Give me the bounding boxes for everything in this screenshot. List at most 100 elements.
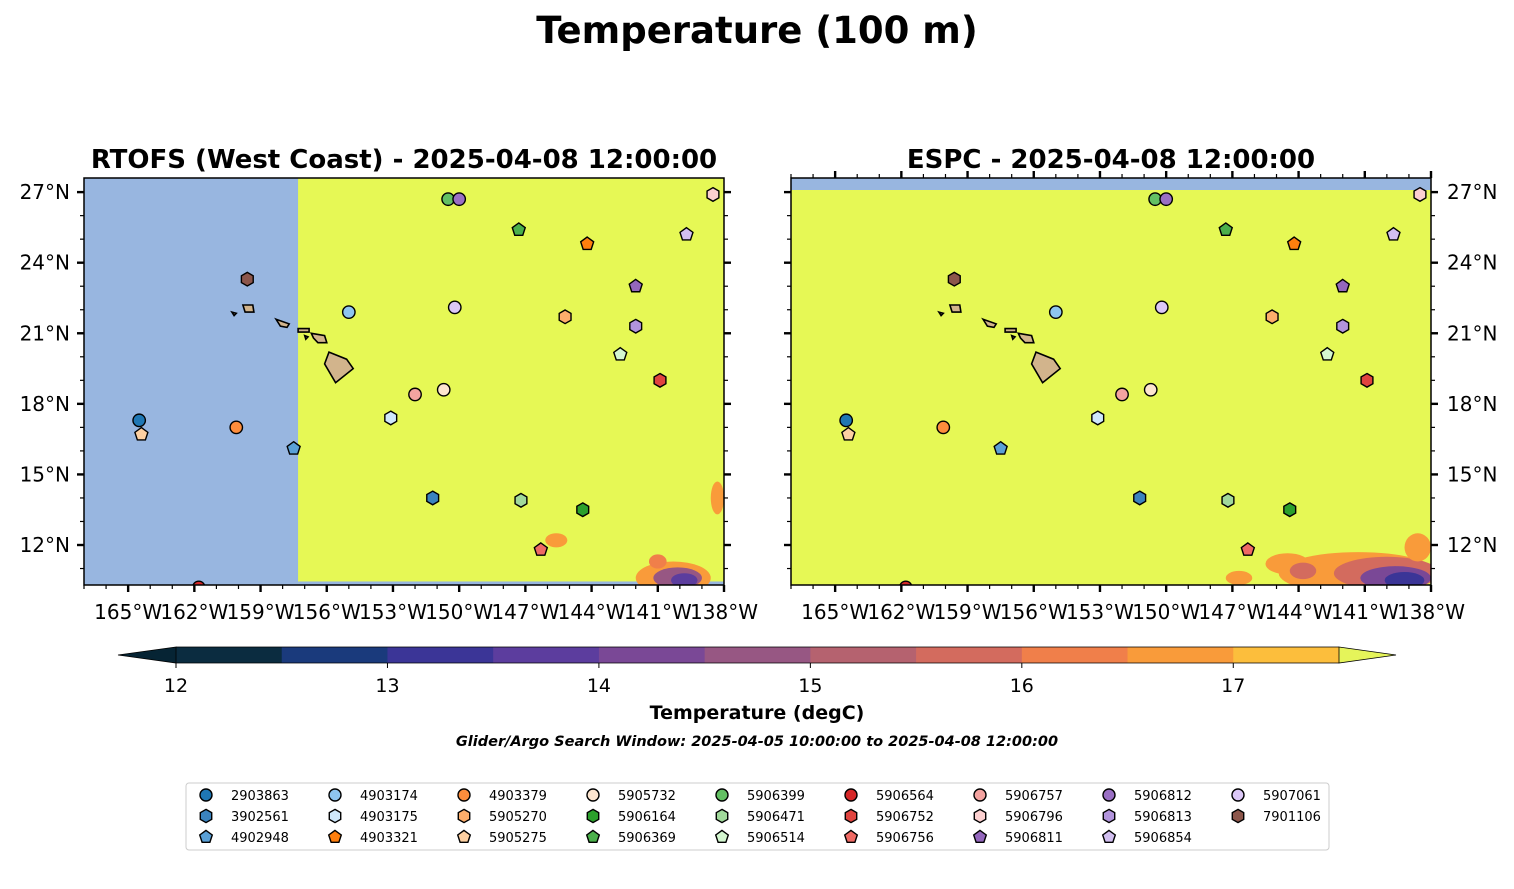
legend-marker-5906796 (973, 808, 987, 824)
legend-marker-5905732 (586, 788, 600, 802)
no-data-strip (298, 581, 724, 585)
panel-title-rtofs: RTOFS (West Coast) - 2025-04-08 12:00:00 (91, 145, 717, 175)
colorbar-tick-label: 16 (1010, 675, 1034, 697)
legend-marker-5906471 (715, 808, 729, 824)
legend-label-3902561: 3902561 (231, 810, 289, 825)
legend-marker-4903321 (327, 829, 343, 844)
float-marker-5906811 (1335, 278, 1351, 293)
float-markers (839, 186, 1427, 585)
y-tick-label: 21°N (20, 321, 70, 345)
legend-label-2903863: 2903863 (231, 789, 289, 804)
legend-label-5906564: 5906564 (876, 789, 934, 804)
cold-patch (1384, 572, 1425, 585)
legend-marker-5906813 (1102, 808, 1116, 824)
legend: 2903863 3902561 4902948 4903174 4903175 49033… (185, 782, 1330, 851)
float-marker-5907061 (1154, 300, 1169, 315)
float-marker-5905275 (841, 426, 856, 441)
float-marker-5906564 (192, 580, 206, 585)
cold-water-patches (1225, 533, 1431, 585)
legend-marker-5906164 (586, 808, 600, 824)
float-marker-5906369 (511, 222, 527, 236)
float-marker-5905732 (1143, 382, 1158, 397)
axes-ticks: 165°W162°W159°W156°W153°W150°W147°W144°W… (20, 180, 759, 624)
legend-marker-5906811 (972, 829, 988, 844)
float-marker-4903379 (936, 420, 951, 435)
cold-patch (648, 554, 667, 569)
legend-label-5907061: 5907061 (1263, 789, 1321, 804)
legend-label-5906854: 5906854 (1134, 831, 1192, 846)
legend-marker-7901106 (1231, 808, 1245, 824)
legend-marker-4902948 (198, 829, 214, 844)
x-tick-label: 141°W (1331, 600, 1399, 624)
float-marker-5906752 (1360, 372, 1374, 388)
legend-label-5905270: 5905270 (489, 810, 547, 825)
legend-marker-5905275 (456, 829, 472, 844)
float-marker-5906164 (576, 502, 590, 518)
x-tick-label: 165°W (801, 600, 869, 624)
x-tick-label: 138°W (1397, 600, 1465, 624)
colorbar-band (176, 647, 283, 663)
colorbar-outline (176, 646, 1339, 664)
colorbar-band (1127, 647, 1234, 663)
y-tick-label: 12°N (20, 533, 70, 557)
float-marker-5906813 (629, 318, 643, 334)
legend-marker-4903174 (328, 788, 342, 802)
map-frame (790, 177, 1432, 586)
float-marker-4903174 (341, 305, 356, 319)
cold-patch (545, 533, 568, 548)
island (297, 327, 310, 333)
x-tick-label: 141°W (624, 600, 692, 624)
float-marker-5906757 (408, 387, 422, 402)
colorbar-tick-label: 17 (1221, 675, 1245, 697)
x-tick-label: 162°W (160, 600, 228, 624)
island (937, 310, 945, 317)
legend-marker-5906514 (714, 829, 730, 844)
float-markers (132, 186, 720, 585)
y-tick-label: 18°N (1447, 392, 1497, 416)
x-tick-label: 144°W (558, 600, 626, 624)
float-marker-5906813 (1336, 318, 1350, 334)
x-tick-label: 159°W (934, 600, 1002, 624)
float-marker-3902561 (426, 490, 440, 506)
legend-marker-4903175 (328, 808, 342, 824)
float-marker-5906471 (514, 492, 528, 508)
y-tick-label: 18°N (20, 392, 70, 416)
map-panel-espc: ESPC - 2025-04-08 12:00:00 165°W162°W159… (784, 145, 1497, 624)
island (303, 334, 310, 341)
float-marker-3902561 (1133, 490, 1147, 506)
float-marker-5905275 (134, 426, 149, 441)
x-tick-label: 156°W (293, 600, 361, 624)
x-tick-label: 147°W (491, 600, 559, 624)
island (948, 304, 962, 313)
legend-label-5906813: 5906813 (1134, 810, 1192, 825)
float-marker-5906811 (628, 278, 644, 293)
float-marker-4903379 (229, 420, 244, 435)
float-marker-7901106 (947, 271, 961, 287)
search-window-note: Glider/Argo Search Window: 2025-04-05 10… (456, 734, 1058, 750)
float-marker-2903863 (839, 413, 854, 428)
figure-title: Temperature (100 m) (536, 9, 978, 52)
float-marker-5906854 (1386, 226, 1401, 241)
float-marker-5906471 (1221, 492, 1235, 508)
legend-label-4903321: 4903321 (360, 831, 418, 846)
legend-label-5906514: 5906514 (747, 831, 805, 846)
legend-marker-4903379 (457, 788, 471, 802)
legend-marker-5905270 (457, 808, 471, 824)
legend-label-4903379: 4903379 (489, 789, 547, 804)
legend-marker-5906399 (715, 788, 729, 802)
legend-label-7901106: 7901106 (1263, 810, 1321, 825)
legend-label-5906399: 5906399 (747, 789, 805, 804)
colorbar-band (1021, 647, 1129, 663)
map-frame (83, 177, 725, 586)
map-panel-rtofs: RTOFS (West Coast) - 2025-04-08 12:00:00… (20, 145, 759, 624)
legend-marker-5906812 (1102, 788, 1116, 802)
cold-patch (671, 573, 698, 585)
cold-patch (1289, 562, 1317, 580)
colorbar-tick-label: 15 (798, 675, 822, 697)
float-marker-4902948 (993, 440, 1008, 455)
x-tick-label: 153°W (1066, 600, 1134, 624)
float-marker-5906796 (1413, 186, 1427, 203)
colorbar: 12 13 14 15 16 17 (117, 646, 1397, 697)
island (1016, 332, 1035, 344)
colorbar-tick-label: 12 (164, 675, 188, 697)
